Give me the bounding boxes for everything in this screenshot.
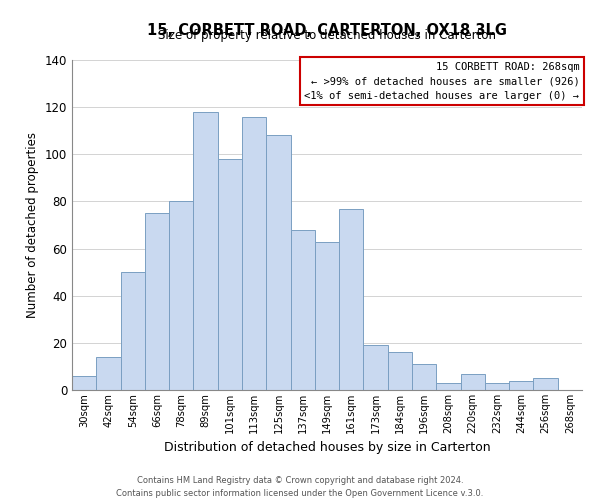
Bar (461, 374, 485, 390)
Bar (339, 208, 364, 390)
Bar (436, 383, 461, 390)
Bar (169, 202, 193, 390)
Text: Contains HM Land Registry data © Crown copyright and database right 2024.
Contai: Contains HM Land Registry data © Crown c… (116, 476, 484, 498)
X-axis label: Distribution of detached houses by size in Carterton: Distribution of detached houses by size … (164, 442, 490, 454)
Bar (315, 242, 339, 390)
Bar (485, 383, 509, 390)
Bar (72, 376, 96, 390)
Bar (533, 378, 558, 390)
Y-axis label: Number of detached properties: Number of detached properties (26, 132, 39, 318)
Bar (266, 136, 290, 390)
Bar (388, 352, 412, 390)
Bar (218, 159, 242, 390)
Bar (145, 213, 169, 390)
Bar (364, 345, 388, 390)
Bar (290, 230, 315, 390)
Bar (193, 112, 218, 390)
Bar (412, 364, 436, 390)
Text: 15 CORBETT ROAD: 268sqm
← >99% of detached houses are smaller (926)
<1% of semi-: 15 CORBETT ROAD: 268sqm ← >99% of detach… (304, 62, 580, 101)
Bar (96, 357, 121, 390)
Bar (242, 116, 266, 390)
Bar (121, 272, 145, 390)
Title: 15, CORBETT ROAD, CARTERTON, OX18 3LG: 15, CORBETT ROAD, CARTERTON, OX18 3LG (147, 23, 507, 38)
Text: Size of property relative to detached houses in Carterton: Size of property relative to detached ho… (158, 29, 496, 42)
Bar (509, 380, 533, 390)
